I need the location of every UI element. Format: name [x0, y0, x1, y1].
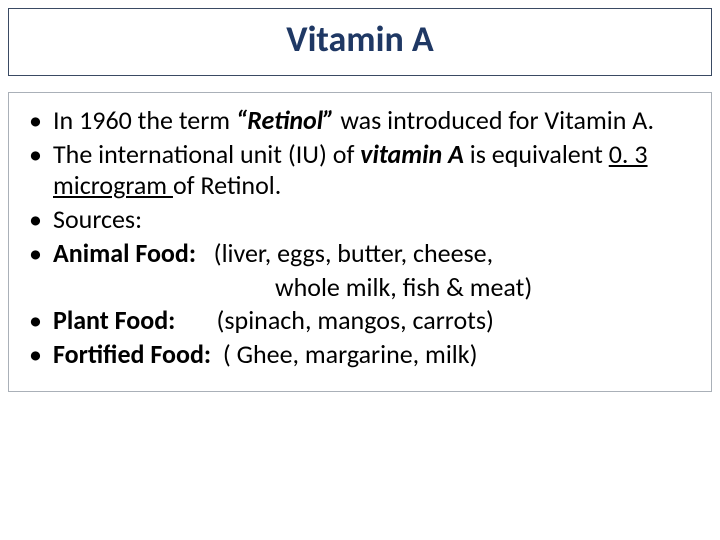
b1-em: “Retinol” [236, 104, 335, 136]
bullet-list-cont: Plant Food: (spinach, mangos, carrots) F… [25, 305, 695, 370]
content-box: In 1960 the term “Retinol” was introduce… [8, 92, 712, 392]
b2-em: vitamin A [360, 138, 464, 170]
b4-label: Animal Food: [53, 237, 196, 269]
bullet-6: Fortified Food: ( Ghee, margarine, milk) [25, 339, 695, 371]
title-box: Vitamin A [8, 8, 712, 76]
bullet-list: In 1960 the term “Retinol” was introduce… [25, 105, 695, 270]
b2-mid: is equivalent [464, 138, 609, 170]
b2-post: of Retinol. [173, 169, 281, 201]
b5-val: (spinach, mangos, carrots) [175, 304, 494, 336]
b5-label: Plant Food: [53, 304, 175, 336]
b4-continuation: whole milk, fish & meat) [25, 272, 695, 304]
bullet-3: Sources: [25, 204, 695, 236]
b6-val: ( Ghee, margarine, milk) [211, 338, 477, 370]
bullet-4: Animal Food: (liver, eggs, butter, chees… [25, 238, 695, 270]
bullet-1: In 1960 the term “Retinol” was introduce… [25, 105, 695, 137]
bullet-2: The international unit (IU) of vitamin A… [25, 139, 695, 202]
b2-pre: The international unit (IU) of [53, 138, 360, 170]
b6-label: Fortified Food: [53, 338, 211, 370]
b1-pre: In 1960 the term [53, 104, 236, 136]
b4-val: (liver, eggs, butter, cheese, [196, 237, 493, 269]
b3-text: Sources: [53, 203, 142, 235]
page-title: Vitamin A [9, 17, 711, 61]
bullet-5: Plant Food: (spinach, mangos, carrots) [25, 305, 695, 337]
b1-post: was introduced for Vitamin A. [334, 104, 654, 136]
